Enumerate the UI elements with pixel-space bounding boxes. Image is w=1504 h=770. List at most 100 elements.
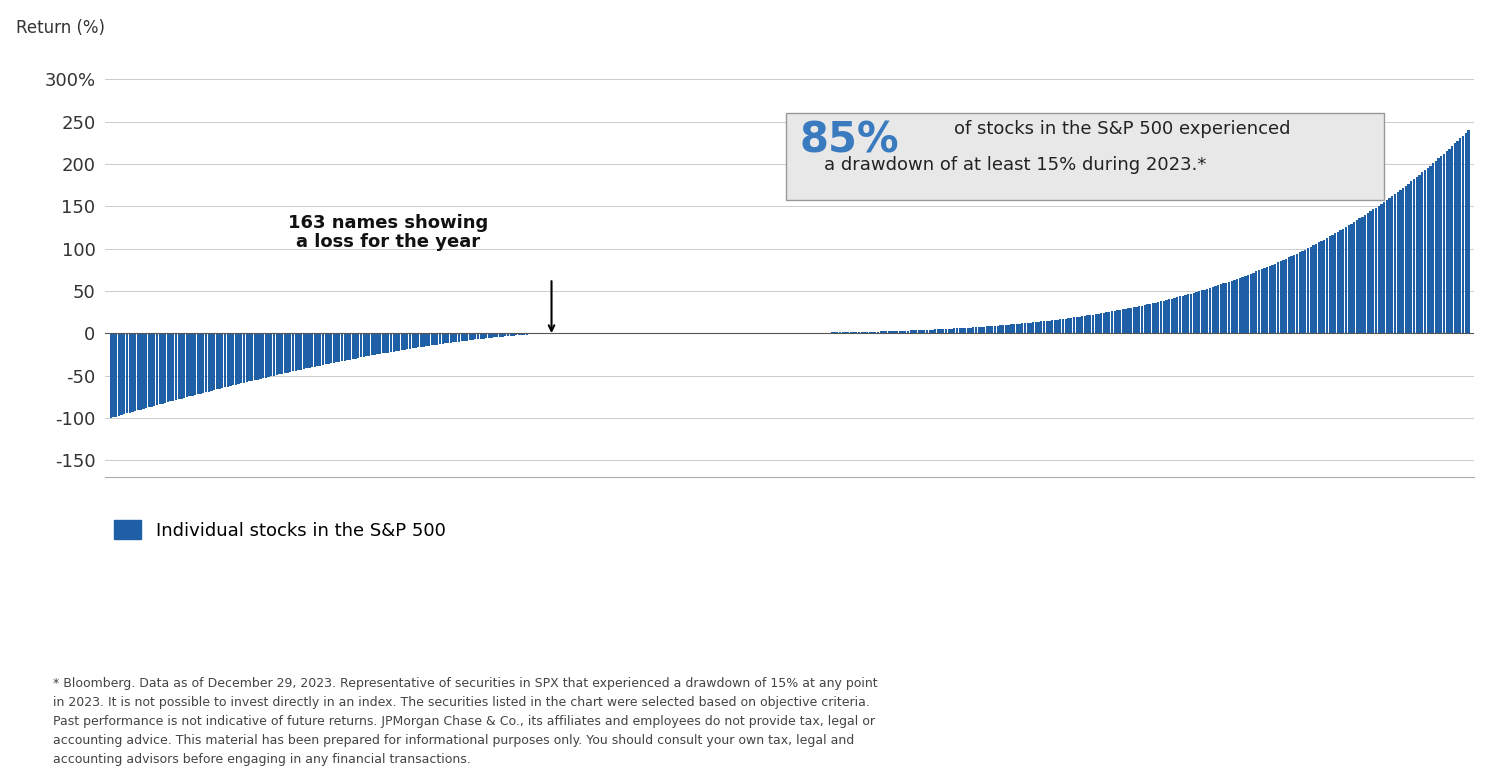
Bar <box>1152 303 1154 333</box>
Bar <box>499 333 501 336</box>
Bar <box>1384 202 1385 333</box>
Bar <box>272 333 275 376</box>
Bar <box>1146 304 1149 333</box>
Bar <box>1139 306 1140 333</box>
Bar <box>191 333 194 396</box>
Bar <box>114 333 117 417</box>
Bar <box>1415 177 1418 333</box>
Bar <box>1217 285 1220 333</box>
Bar <box>1113 311 1116 333</box>
Bar <box>177 333 180 400</box>
Bar <box>1176 297 1179 333</box>
Bar <box>1402 188 1405 333</box>
Bar <box>1200 290 1203 333</box>
Bar <box>429 333 430 346</box>
Bar <box>1454 143 1456 333</box>
Bar <box>205 333 208 392</box>
Bar <box>1125 309 1126 333</box>
Bar <box>1084 316 1086 333</box>
Bar <box>359 333 362 357</box>
Bar <box>1163 300 1166 333</box>
Bar <box>1304 249 1307 333</box>
Bar <box>1277 263 1280 333</box>
Bar <box>399 333 400 350</box>
Bar <box>951 329 952 333</box>
Bar <box>1035 322 1036 333</box>
Bar <box>131 333 134 412</box>
Bar <box>1314 244 1318 333</box>
Bar <box>926 330 928 333</box>
Bar <box>913 330 914 333</box>
Bar <box>457 333 460 342</box>
Bar <box>248 333 251 381</box>
Bar <box>917 330 920 333</box>
Bar <box>1122 310 1123 333</box>
Bar <box>218 333 221 389</box>
Bar <box>257 333 259 380</box>
Bar <box>1241 276 1244 333</box>
Bar <box>907 330 908 333</box>
Bar <box>920 330 923 333</box>
Bar <box>305 333 308 369</box>
Bar <box>1239 278 1241 333</box>
Bar <box>981 326 982 333</box>
Bar <box>343 333 346 360</box>
Text: a drawdown of at least 15% during 2023.*: a drawdown of at least 15% during 2023.* <box>824 156 1206 173</box>
Bar <box>1408 183 1409 333</box>
Bar <box>197 333 199 394</box>
Bar <box>1311 246 1314 333</box>
Bar <box>1244 276 1247 333</box>
Bar <box>1032 323 1035 333</box>
Bar <box>1435 161 1436 333</box>
Bar <box>1421 172 1423 333</box>
Bar <box>1296 253 1298 333</box>
Bar <box>1310 246 1311 333</box>
Bar <box>1378 206 1379 333</box>
Bar <box>289 333 292 372</box>
Bar <box>1298 253 1301 333</box>
Bar <box>1230 280 1233 333</box>
Bar <box>1254 272 1257 333</box>
Bar <box>1223 283 1224 333</box>
Bar <box>1456 141 1459 333</box>
Bar <box>1287 257 1290 333</box>
Bar <box>937 330 938 333</box>
Bar <box>1391 196 1393 333</box>
Bar <box>346 333 349 360</box>
Bar <box>958 328 961 333</box>
Bar <box>365 333 367 357</box>
Bar <box>904 330 907 333</box>
Bar <box>1253 273 1254 333</box>
Bar <box>984 326 985 333</box>
Bar <box>1226 283 1227 333</box>
Bar <box>167 333 168 402</box>
Bar <box>227 333 229 387</box>
Bar <box>866 332 868 333</box>
Bar <box>1038 322 1039 333</box>
Bar <box>1345 227 1348 333</box>
Bar <box>910 330 911 333</box>
Bar <box>238 333 239 384</box>
Legend: Individual stocks in the S&P 500: Individual stocks in the S&P 500 <box>114 521 445 540</box>
Bar <box>371 333 373 356</box>
Bar <box>325 333 326 364</box>
Bar <box>954 329 955 333</box>
Bar <box>1334 233 1337 333</box>
Bar <box>1095 314 1096 333</box>
Bar <box>1029 323 1032 333</box>
Bar <box>1196 292 1197 333</box>
Bar <box>1340 230 1342 333</box>
Bar <box>382 333 384 353</box>
Bar <box>281 333 283 374</box>
Bar <box>1293 255 1295 333</box>
Bar <box>863 332 866 333</box>
Bar <box>387 333 390 353</box>
Bar <box>964 328 966 333</box>
Bar <box>262 333 265 378</box>
Bar <box>1002 325 1005 333</box>
Bar <box>362 333 365 357</box>
Bar <box>1328 236 1331 333</box>
Bar <box>896 331 898 333</box>
Bar <box>985 326 988 333</box>
Bar <box>893 331 895 333</box>
